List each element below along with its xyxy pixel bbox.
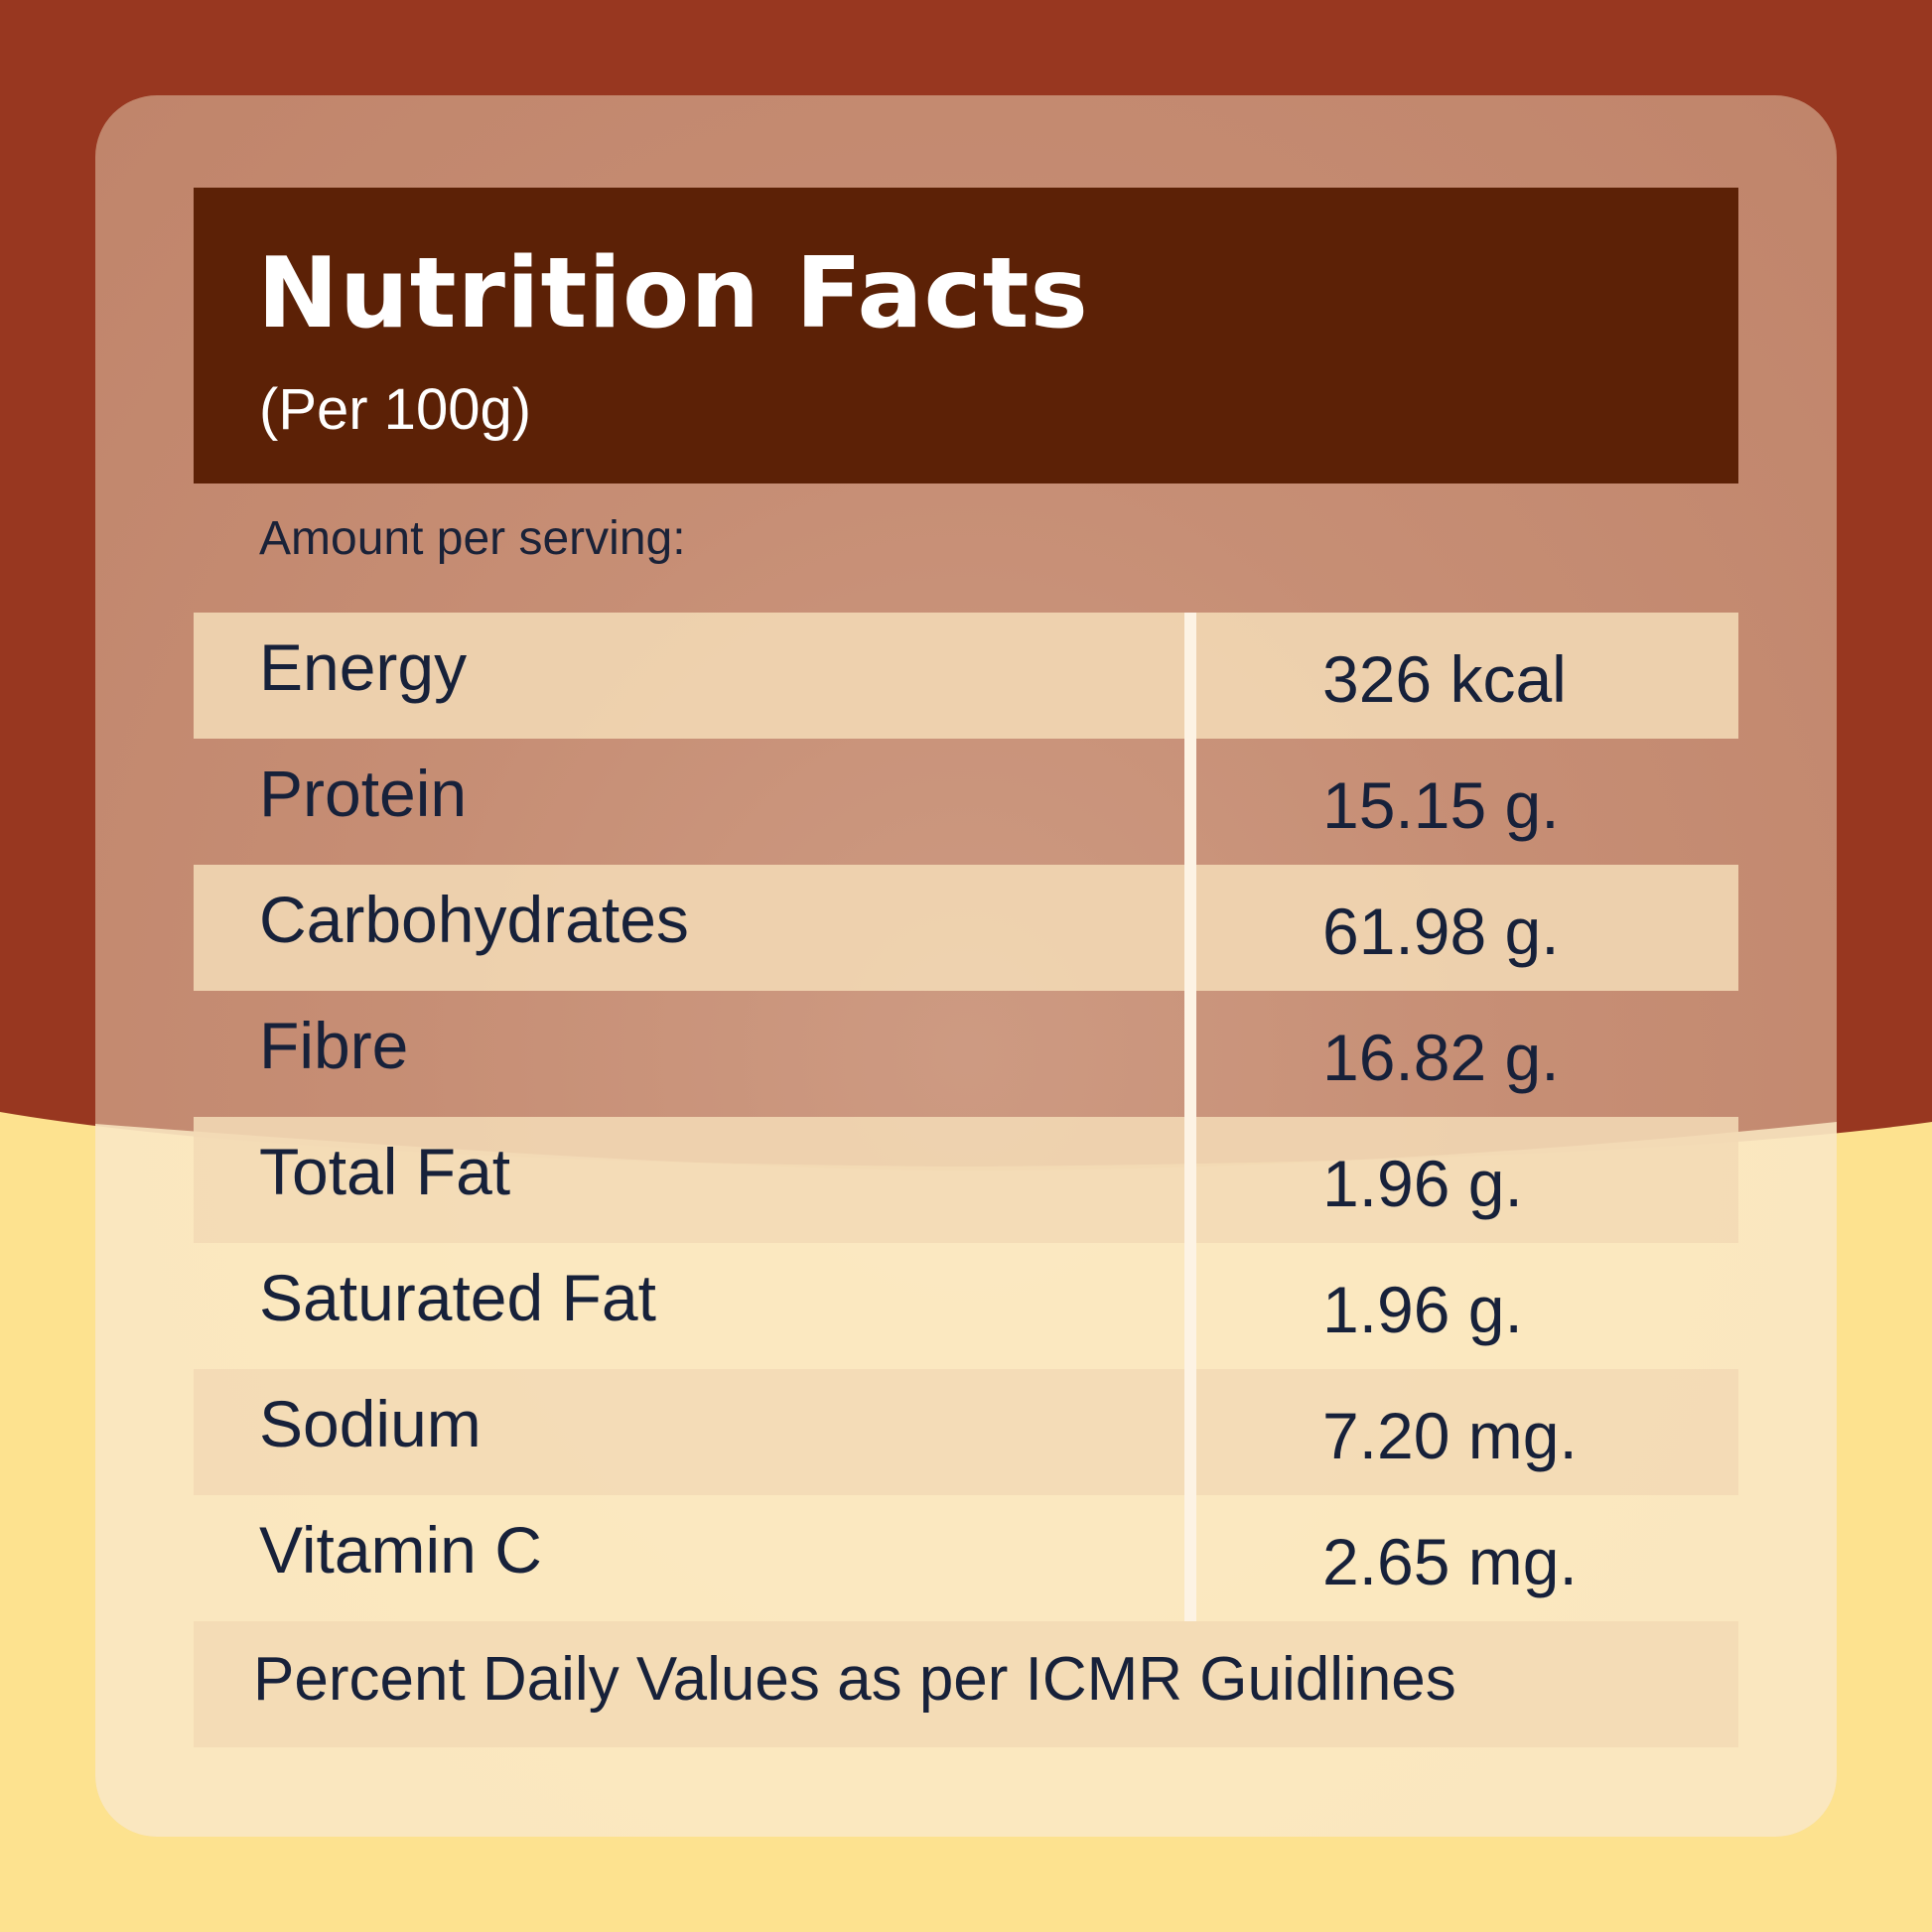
nutrient-name: Carbohydrates (259, 883, 689, 956)
nutrient-value: 1.96 g. (1322, 1147, 1523, 1220)
nutrient-row-sodium: Sodium 7.20 mg. (194, 1369, 1738, 1495)
nutrient-row-protein: Protein 15.15 g. (194, 739, 1738, 865)
nutrient-row-saturated-fat: Saturated Fat 1.96 g. (194, 1243, 1738, 1369)
footer-note: Percent Daily Values as per ICMR Guidlin… (253, 1645, 1456, 1714)
nutrient-name: Sodium (259, 1387, 482, 1460)
nutrient-name: Saturated Fat (259, 1261, 656, 1334)
nutrient-name: Total Fat (259, 1135, 511, 1208)
title: Nutrition Facts (257, 237, 1089, 350)
nutrient-name: Fibre (259, 1009, 409, 1082)
nutrient-value: 7.20 mg. (1322, 1399, 1578, 1472)
nutrient-value: 61.98 g. (1322, 895, 1560, 968)
nutrient-name: Energy (259, 630, 468, 704)
nutrient-value: 16.82 g. (1322, 1021, 1560, 1094)
nutrient-row-total-fat: Total Fat 1.96 g. (194, 1117, 1738, 1243)
nutrient-name: Vitamin C (259, 1513, 542, 1587)
nutrition-card: Nutrition Facts (Per 100g) Amount per se… (95, 95, 1837, 1837)
subtitle: (Per 100g) (259, 377, 532, 442)
header-banner: Nutrition Facts (Per 100g) (194, 188, 1738, 483)
nutrient-value: 1.96 g. (1322, 1273, 1523, 1346)
nutrient-name: Protein (259, 757, 468, 830)
nutrient-row-fibre: Fibre 16.82 g. (194, 991, 1738, 1117)
serving-label: Amount per serving: (259, 512, 686, 565)
column-divider (1184, 613, 1196, 1621)
footer-note-bar: Percent Daily Values as per ICMR Guidlin… (194, 1621, 1738, 1747)
nutrient-table: Energy 326 kcal Protein 15.15 g. Carbohy… (194, 613, 1738, 1621)
nutrient-row-vitamin-c: Vitamin C 2.65 mg. (194, 1495, 1738, 1621)
nutrient-value: 2.65 mg. (1322, 1525, 1578, 1598)
nutrient-value: 15.15 g. (1322, 768, 1560, 842)
nutrient-row-carbohydrates: Carbohydrates 61.98 g. (194, 865, 1738, 991)
nutrient-row-energy: Energy 326 kcal (194, 613, 1738, 739)
nutrient-value: 326 kcal (1322, 642, 1567, 716)
